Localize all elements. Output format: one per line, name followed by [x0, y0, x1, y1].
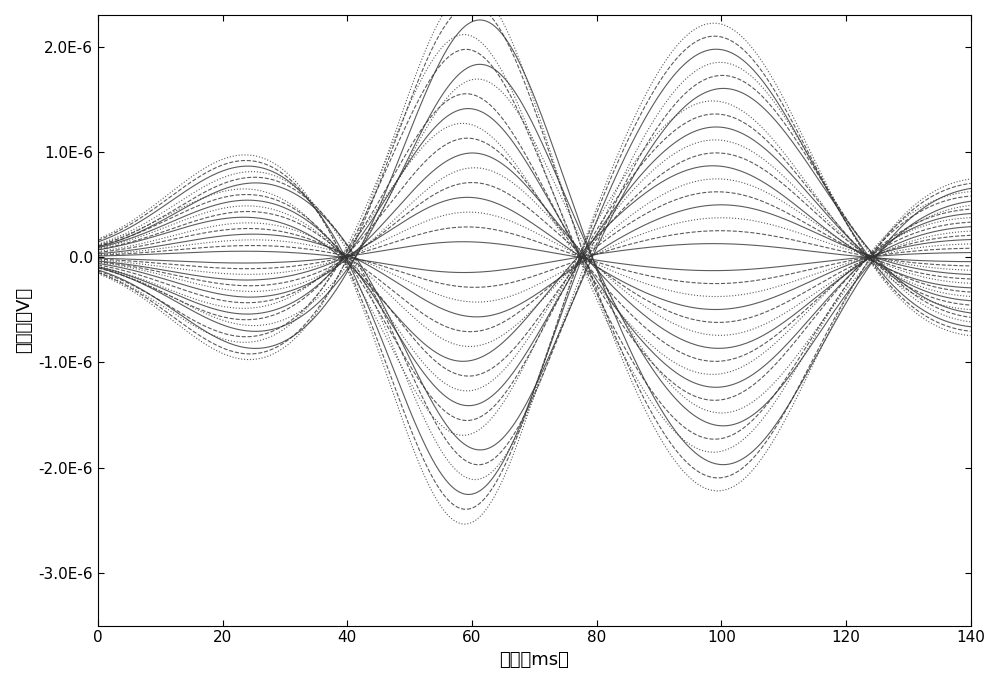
X-axis label: 时间（ms）: 时间（ms） [499, 651, 569, 669]
Y-axis label: 强度値（V）: 强度値（V） [15, 287, 33, 354]
